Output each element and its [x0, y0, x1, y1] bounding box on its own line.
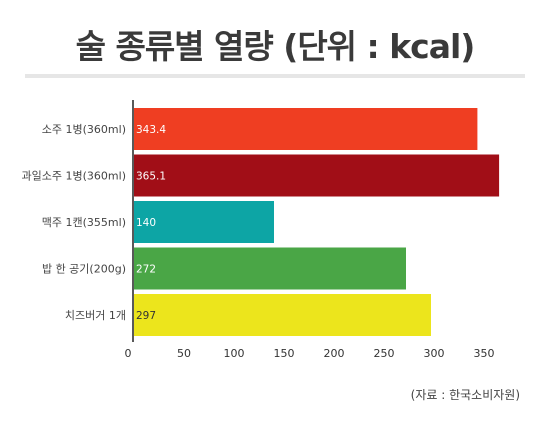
source-note: (자료 : 한국소비자원)	[410, 388, 520, 402]
chart-title: 술 종류별 열량 (단위 : kcal)	[75, 27, 476, 66]
data-label: 343.4	[136, 124, 166, 136]
x-tick-label: 300	[424, 347, 445, 360]
x-tick-label: 200	[324, 347, 345, 360]
data-label: 272	[136, 264, 156, 276]
category-label: 맥주 1캔(355ml)	[42, 216, 126, 229]
x-tick-label: 100	[224, 347, 245, 360]
title-divider	[25, 74, 525, 78]
x-tick-label: 0	[125, 347, 132, 360]
bar-4	[134, 294, 431, 336]
x-tick-label: 150	[274, 347, 295, 360]
data-label: 140	[136, 217, 156, 229]
category-label: 밥 한 공기(200g)	[42, 263, 126, 276]
bar-3	[134, 247, 406, 290]
x-tick-label: 350	[474, 347, 495, 360]
bar-1	[134, 154, 500, 197]
category-label: 과일소주 1병(360ml)	[22, 169, 126, 183]
data-label: 365.1	[136, 171, 166, 183]
bar-2	[134, 201, 274, 243]
bar-0	[134, 108, 478, 150]
category-label: 치즈버거 1개	[65, 309, 126, 322]
data-label: 297	[136, 310, 156, 322]
x-tick-label: 250	[374, 347, 395, 360]
x-tick-label: 50	[177, 347, 191, 360]
category-label: 소주 1병(360ml)	[42, 123, 126, 136]
